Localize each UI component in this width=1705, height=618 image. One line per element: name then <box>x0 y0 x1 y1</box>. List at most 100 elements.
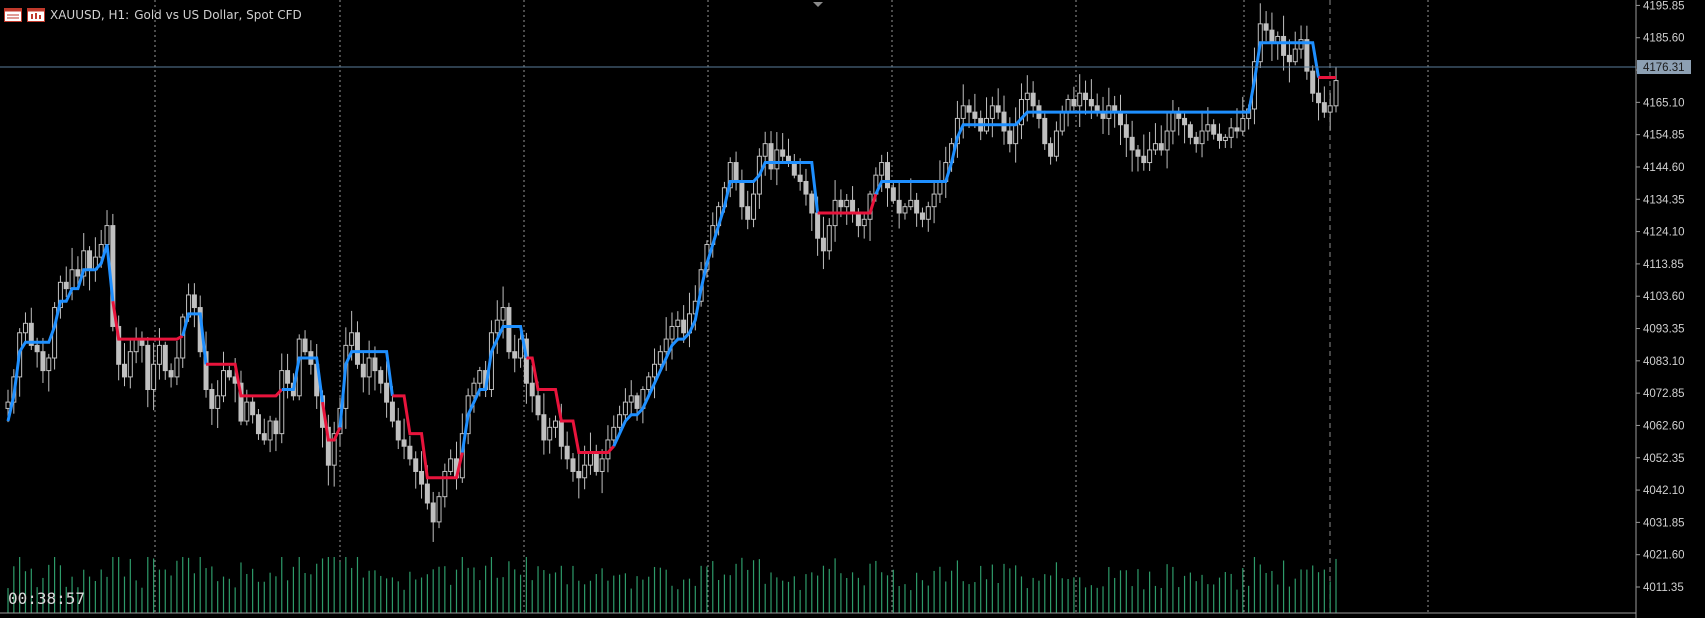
candle-body <box>1286 54 1292 63</box>
candle-body <box>500 307 506 321</box>
candle-body <box>669 325 675 340</box>
candle-body <box>98 244 104 258</box>
candle-body <box>215 395 221 409</box>
candle-body <box>885 162 891 189</box>
candle-body <box>844 199 850 208</box>
candle-body <box>512 351 518 359</box>
candle-body <box>739 180 745 208</box>
candle-body <box>401 439 407 447</box>
trend-indicator-line <box>874 41 1321 195</box>
candle-body <box>1217 133 1223 141</box>
candle-body <box>1310 70 1316 94</box>
candle-body <box>151 363 157 391</box>
candle-body <box>1123 124 1129 138</box>
candle-body <box>471 382 477 397</box>
candle-body <box>1053 130 1059 157</box>
candle-body <box>1228 127 1234 138</box>
candle-body <box>681 319 687 334</box>
symbol-description: Gold vs US Dollar, Spot CFD <box>134 8 302 22</box>
candle-body <box>1129 136 1135 151</box>
price-tick-label: 4093.35 <box>1643 324 1685 336</box>
candle-body <box>366 357 372 378</box>
candle-body <box>156 344 162 365</box>
candle-body <box>890 187 896 201</box>
candle-body <box>244 401 250 422</box>
candle-body <box>1088 99 1094 107</box>
candle-body <box>116 325 122 365</box>
price-tick-label: 4083.10 <box>1643 356 1685 368</box>
trend-indicator-line <box>338 350 394 428</box>
trend-indicator-line <box>111 301 184 341</box>
candle-body <box>1234 127 1240 132</box>
candle-body <box>622 401 628 416</box>
candle-body <box>587 452 593 466</box>
candle-body <box>360 363 366 378</box>
candle-body <box>745 206 751 220</box>
candle-body <box>733 162 739 182</box>
candle-body <box>424 483 430 504</box>
candle-body <box>1007 130 1013 145</box>
candle-body <box>174 357 180 378</box>
candle-body <box>267 420 273 441</box>
chart-shift-marker <box>813 2 823 7</box>
candle-body <box>221 370 227 397</box>
candle-body <box>413 458 419 472</box>
price-tick-label: 4052.35 <box>1643 453 1685 465</box>
candle-body <box>593 452 599 472</box>
trend-indicator-line <box>817 193 878 215</box>
candle-body <box>5 401 11 409</box>
candle-body <box>1071 99 1077 107</box>
candle-body <box>762 143 768 157</box>
trend-indicator-line <box>612 161 820 447</box>
candle-body <box>162 344 168 372</box>
candle-body <box>285 370 291 384</box>
candle-body <box>1187 124 1193 138</box>
candle-body <box>995 105 1001 113</box>
candle-body <box>558 420 564 447</box>
candle-body <box>1147 149 1153 164</box>
trend-indicator-line <box>392 394 464 480</box>
candle-body <box>855 212 861 227</box>
candle-body <box>646 376 652 391</box>
candle-body <box>226 370 232 378</box>
candle-body <box>1001 111 1007 132</box>
chart-menu-icon[interactable] <box>4 8 22 22</box>
candle-body <box>331 433 337 466</box>
candle-body <box>1193 136 1199 145</box>
candle-body <box>250 401 256 416</box>
candle-body <box>407 445 413 460</box>
candle-body <box>1117 111 1123 126</box>
candle-body <box>1281 35 1287 56</box>
candle-body <box>419 470 425 485</box>
candle-body <box>972 111 978 119</box>
candle-body <box>1199 130 1205 145</box>
candle-body <box>506 307 512 353</box>
candle-body <box>518 338 524 359</box>
candle-body <box>535 395 541 416</box>
price-tick-label: 4011.35 <box>1643 582 1684 594</box>
candle-body <box>1211 124 1217 135</box>
candle-body <box>1141 155 1147 164</box>
price-tick-label: 4124.10 <box>1643 227 1685 239</box>
candle-body <box>1182 117 1188 126</box>
candle-body <box>547 426 553 441</box>
trend-indicator-line <box>181 312 208 365</box>
candle-body <box>652 363 658 378</box>
symbol-chart-icon[interactable] <box>27 8 45 22</box>
candle-body <box>34 344 40 353</box>
trend-indicator-line <box>206 362 283 398</box>
candle-body <box>168 370 174 378</box>
chart-header: XAUUSD, H1: Gold vs US Dollar, Spot CFD <box>4 6 302 24</box>
candle-body <box>628 395 634 403</box>
candle-body <box>87 250 93 271</box>
candle-body <box>797 174 803 182</box>
candle-body <box>1292 48 1298 63</box>
candle-body <box>1158 143 1164 151</box>
candle-body <box>448 458 454 472</box>
candle-body <box>919 212 925 220</box>
candle-body <box>791 162 797 176</box>
candle-body <box>879 162 885 176</box>
candle-body <box>1298 39 1304 50</box>
